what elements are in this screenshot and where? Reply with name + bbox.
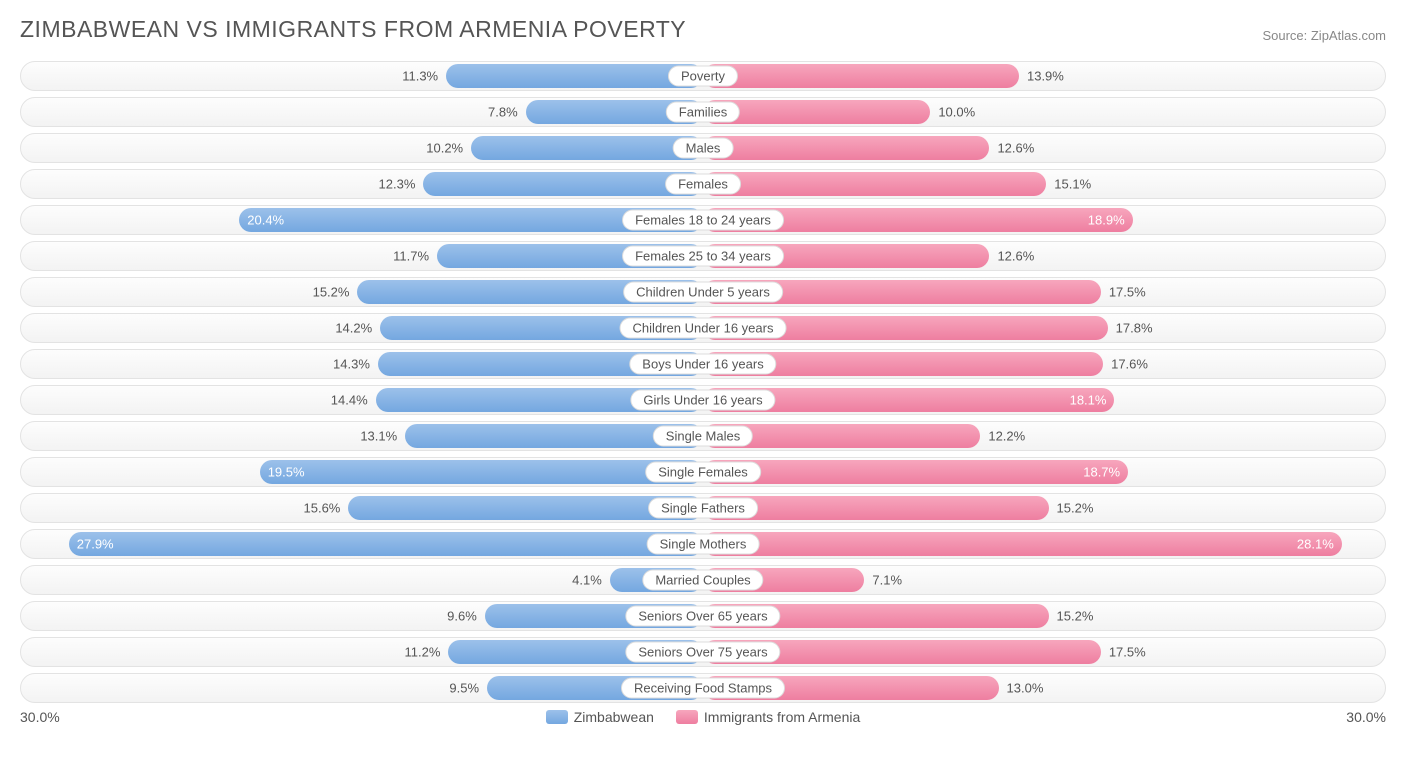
chart-row: 9.6% 15.2% Seniors Over 65 years: [20, 601, 1386, 631]
value-right: 18.7%: [1083, 465, 1120, 480]
value-left: 15.6%: [304, 501, 341, 516]
value-left: 27.9%: [77, 537, 114, 552]
chart-title: ZIMBABWEAN VS IMMIGRANTS FROM ARMENIA PO…: [20, 16, 686, 43]
value-left: 13.1%: [360, 429, 397, 444]
bar-right: [703, 64, 1019, 88]
category-label: Females: [665, 174, 741, 195]
value-left: 15.2%: [313, 285, 350, 300]
chart-row: 7.8% 10.0% Families: [20, 97, 1386, 127]
legend: Zimbabwean Immigrants from Armenia: [546, 709, 861, 725]
chart-row: 27.9% 28.1% Single Mothers: [20, 529, 1386, 559]
category-label: Boys Under 16 years: [629, 354, 776, 375]
value-right: 7.1%: [872, 573, 902, 588]
value-right: 13.9%: [1027, 69, 1064, 84]
legend-label-right: Immigrants from Armenia: [704, 709, 860, 725]
bar-left: [69, 532, 703, 556]
value-left: 9.5%: [449, 681, 479, 696]
chart-row: 19.5% 18.7% Single Females: [20, 457, 1386, 487]
value-left: 12.3%: [379, 177, 416, 192]
value-left: 20.4%: [247, 213, 284, 228]
category-label: Married Couples: [642, 570, 763, 591]
legend-item-left: Zimbabwean: [546, 709, 654, 725]
bar-left: [260, 460, 703, 484]
chart-row: 13.1% 12.2% Single Males: [20, 421, 1386, 451]
axis-max-right: 30.0%: [1346, 709, 1386, 725]
bar-right: [703, 532, 1342, 556]
value-left: 14.2%: [335, 321, 372, 336]
category-label: Single Males: [653, 426, 753, 447]
value-right: 17.6%: [1111, 357, 1148, 372]
category-label: Single Mothers: [647, 534, 760, 555]
category-label: Males: [673, 138, 734, 159]
value-right: 15.2%: [1057, 501, 1094, 516]
chart-row: 4.1% 7.1% Married Couples: [20, 565, 1386, 595]
value-left: 14.4%: [331, 393, 368, 408]
value-right: 17.5%: [1109, 285, 1146, 300]
category-label: Poverty: [668, 66, 738, 87]
value-right: 10.0%: [938, 105, 975, 120]
value-left: 19.5%: [268, 465, 305, 480]
category-label: Single Fathers: [648, 498, 758, 519]
value-left: 14.3%: [333, 357, 370, 372]
value-left: 10.2%: [426, 141, 463, 156]
value-right: 17.8%: [1116, 321, 1153, 336]
legend-item-right: Immigrants from Armenia: [676, 709, 860, 725]
chart-row: 12.3% 15.1% Females: [20, 169, 1386, 199]
value-right: 12.6%: [997, 249, 1034, 264]
value-right: 13.0%: [1007, 681, 1044, 696]
category-label: Seniors Over 75 years: [625, 642, 780, 663]
value-right: 28.1%: [1297, 537, 1334, 552]
value-right: 18.1%: [1070, 393, 1107, 408]
value-right: 12.2%: [988, 429, 1025, 444]
chart-row: 15.2% 17.5% Children Under 5 years: [20, 277, 1386, 307]
chart-row: 11.7% 12.6% Females 25 to 34 years: [20, 241, 1386, 271]
axis-max-left: 30.0%: [20, 709, 60, 725]
chart-row: 11.2% 17.5% Seniors Over 75 years: [20, 637, 1386, 667]
value-left: 11.2%: [404, 645, 440, 660]
header: ZIMBABWEAN VS IMMIGRANTS FROM ARMENIA PO…: [20, 16, 1386, 43]
legend-swatch-left: [546, 710, 568, 724]
value-left: 11.3%: [402, 69, 438, 84]
legend-swatch-right: [676, 710, 698, 724]
chart-row: 14.4% 18.1% Girls Under 16 years: [20, 385, 1386, 415]
category-label: Single Females: [645, 462, 761, 483]
category-label: Girls Under 16 years: [630, 390, 775, 411]
value-left: 4.1%: [572, 573, 602, 588]
value-right: 15.1%: [1054, 177, 1091, 192]
category-label: Females 18 to 24 years: [622, 210, 784, 231]
source-label: Source: ZipAtlas.com: [1262, 28, 1386, 43]
value-right: 17.5%: [1109, 645, 1146, 660]
chart-footer: 30.0% Zimbabwean Immigrants from Armenia…: [20, 709, 1386, 725]
chart-row: 20.4% 18.9% Females 18 to 24 years: [20, 205, 1386, 235]
chart-row: 11.3% 13.9% Poverty: [20, 61, 1386, 91]
value-left: 9.6%: [447, 609, 477, 624]
value-right: 15.2%: [1057, 609, 1094, 624]
value-left: 11.7%: [393, 249, 429, 264]
chart-row: 14.2% 17.8% Children Under 16 years: [20, 313, 1386, 343]
bar-left: [471, 136, 703, 160]
chart-row: 14.3% 17.6% Boys Under 16 years: [20, 349, 1386, 379]
bar-left: [446, 64, 703, 88]
bar-left: [423, 172, 703, 196]
chart-row: 15.6% 15.2% Single Fathers: [20, 493, 1386, 523]
category-label: Families: [666, 102, 740, 123]
chart-area: 11.3%13.9%Poverty7.8%10.0%Families10.2%1…: [20, 61, 1386, 703]
bar-right: [703, 172, 1046, 196]
category-label: Females 25 to 34 years: [622, 246, 784, 267]
category-label: Receiving Food Stamps: [621, 678, 785, 699]
value-left: 7.8%: [488, 105, 518, 120]
chart-row: 9.5% 13.0% Receiving Food Stamps: [20, 673, 1386, 703]
category-label: Seniors Over 65 years: [625, 606, 780, 627]
legend-label-left: Zimbabwean: [574, 709, 654, 725]
bar-right: [703, 460, 1128, 484]
chart-row: 10.2% 12.6% Males: [20, 133, 1386, 163]
value-right: 12.6%: [997, 141, 1034, 156]
category-label: Children Under 5 years: [623, 282, 783, 303]
category-label: Children Under 16 years: [620, 318, 787, 339]
bar-right: [703, 136, 989, 160]
value-right: 18.9%: [1088, 213, 1125, 228]
